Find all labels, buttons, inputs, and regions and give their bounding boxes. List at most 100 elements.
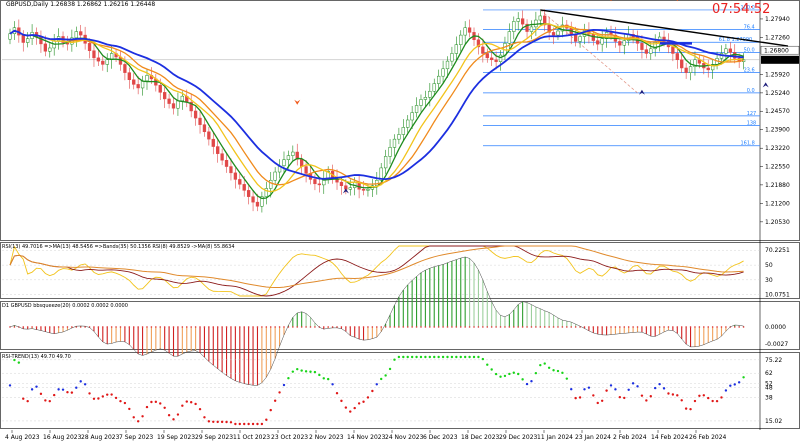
trend-dot bbox=[636, 385, 639, 388]
candle-body bbox=[233, 172, 238, 180]
squeeze-dot bbox=[40, 326, 42, 328]
candle-body bbox=[79, 31, 83, 36]
squeeze-dot bbox=[278, 326, 281, 328]
trend-dot bbox=[304, 370, 308, 373]
trend-dot bbox=[631, 382, 635, 385]
candle-body bbox=[313, 179, 317, 185]
candle-body bbox=[538, 15, 542, 21]
down-arrow-signal bbox=[294, 99, 301, 105]
candle-body bbox=[397, 134, 401, 140]
time-tick-label: 16 Aug 2023 bbox=[43, 434, 82, 441]
squeeze-dot bbox=[512, 326, 515, 328]
trend-dot bbox=[194, 402, 197, 406]
candle-body bbox=[348, 187, 352, 190]
trend-dot bbox=[366, 396, 370, 399]
squeeze-dot bbox=[305, 326, 307, 328]
candle-body bbox=[207, 131, 211, 140]
time-tick-label: 6 Dec 2023 bbox=[423, 434, 458, 441]
candle-body bbox=[507, 31, 512, 44]
price-tick-label: 1.24570 bbox=[765, 108, 790, 115]
candle-body bbox=[317, 183, 321, 186]
trend-dot bbox=[229, 421, 233, 424]
trend-dot bbox=[720, 396, 723, 399]
rsi-header: RSI(13) 49.7016 =>MA(13) 48.5456 =>Bands… bbox=[2, 244, 235, 250]
squeeze-dot bbox=[495, 326, 497, 328]
trend-dot bbox=[561, 371, 564, 375]
time-tick-label: 4 Aug 2023 bbox=[5, 434, 40, 441]
squeeze-dot bbox=[610, 326, 612, 328]
fib-label: 76.4 bbox=[744, 25, 755, 31]
candle-body bbox=[304, 166, 308, 174]
squeeze-dot bbox=[353, 326, 356, 328]
squeeze-dot bbox=[654, 326, 656, 328]
squeeze-dot bbox=[406, 326, 409, 328]
trend-tick-label: 48 bbox=[765, 384, 773, 391]
trend-dot bbox=[220, 420, 224, 424]
trend-dot bbox=[530, 380, 533, 383]
squeeze-dot bbox=[592, 326, 595, 328]
candle-body bbox=[158, 84, 162, 93]
trend-dot bbox=[468, 355, 471, 359]
candle-body bbox=[463, 27, 467, 36]
price-tick-label: 1.21200 bbox=[765, 201, 790, 208]
trend-dot bbox=[150, 400, 153, 404]
candle-body bbox=[171, 103, 176, 109]
trend-dot bbox=[406, 355, 409, 359]
trend-dot bbox=[455, 355, 458, 359]
squeeze-dot bbox=[349, 326, 352, 328]
trend-dot bbox=[410, 355, 414, 359]
candle-body bbox=[556, 30, 560, 36]
squeeze-dot bbox=[225, 326, 228, 328]
trend-dot bbox=[481, 357, 485, 361]
candle-body bbox=[688, 66, 693, 73]
squeeze-dot bbox=[685, 326, 687, 328]
candle-body bbox=[339, 181, 344, 186]
trend-dot bbox=[269, 408, 272, 412]
trend-dot bbox=[547, 366, 551, 369]
fib-label: 100.0 bbox=[741, 5, 755, 11]
squeeze-dot bbox=[141, 326, 144, 328]
squeeze-dot bbox=[247, 326, 250, 328]
squeeze-dot bbox=[203, 326, 206, 328]
trend-dot bbox=[22, 397, 25, 400]
trend-dot bbox=[198, 407, 202, 411]
squeeze-dot bbox=[181, 326, 184, 328]
candle-body bbox=[132, 79, 136, 85]
squeeze-dot bbox=[614, 326, 617, 328]
trend-dot bbox=[737, 381, 741, 384]
trend-dot bbox=[419, 355, 423, 359]
up-arrow-signal bbox=[342, 188, 349, 194]
candle-body bbox=[662, 36, 666, 42]
squeeze-dot bbox=[641, 326, 643, 328]
trendline bbox=[540, 9, 789, 47]
trend-dot bbox=[326, 377, 330, 381]
candle-body bbox=[578, 36, 582, 42]
squeeze-dot bbox=[159, 326, 162, 328]
trend-dot bbox=[340, 399, 343, 403]
trend-dot bbox=[123, 401, 127, 405]
trend-dot bbox=[676, 394, 679, 397]
squeeze-dot bbox=[389, 326, 391, 328]
candle-body bbox=[485, 53, 489, 59]
candle-body bbox=[286, 155, 291, 160]
current-price-box bbox=[761, 55, 799, 64]
trend-dot bbox=[251, 422, 255, 426]
squeeze-dot bbox=[128, 326, 131, 328]
down-arrow-signal bbox=[610, 0, 612, 2]
ma-line-orange bbox=[9, 25, 744, 186]
candle-body bbox=[251, 196, 255, 203]
trend-tick-label: 75.22 bbox=[765, 357, 782, 364]
trend-dot bbox=[397, 355, 401, 359]
squeeze-dot bbox=[212, 326, 215, 328]
candle-body bbox=[163, 92, 167, 100]
candle-body bbox=[167, 98, 171, 104]
squeeze-dot bbox=[274, 326, 276, 328]
trend-dot bbox=[344, 406, 348, 409]
trend-dot bbox=[715, 399, 719, 403]
ma-line-yellow bbox=[9, 23, 744, 193]
trend-dot bbox=[380, 377, 383, 381]
trend-dot bbox=[662, 387, 666, 390]
time-tick-label: 23 Oct 2023 bbox=[271, 434, 308, 441]
